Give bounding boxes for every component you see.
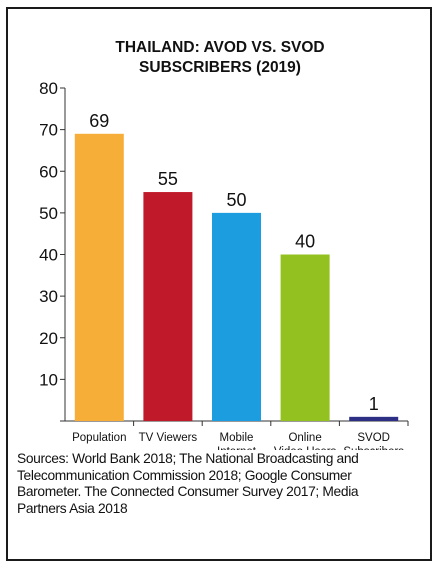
bar-0	[74, 133, 124, 421]
y-tick-label: 50	[39, 204, 58, 223]
category-label: Mobile	[220, 432, 254, 444]
data-label: 50	[226, 190, 246, 210]
bar-4	[349, 416, 399, 421]
chart-title-line-2: SUBSCRIBERS (2019)	[139, 59, 301, 76]
bar-1	[143, 192, 193, 421]
y-tick-label: 40	[39, 246, 58, 265]
data-labels: 69 55 50 40 1	[89, 111, 378, 414]
sources-line: Telecommunication Commission 2018; Googl…	[17, 467, 352, 483]
category-label: Internet	[217, 446, 257, 450]
data-label: 69	[89, 111, 109, 131]
category-label: Online	[288, 432, 321, 444]
bar-3	[280, 254, 330, 421]
bar-2	[212, 212, 261, 421]
data-label: 1	[369, 394, 379, 414]
bars	[74, 133, 399, 421]
y-tick-label: 20	[39, 329, 58, 348]
sources-note: Sources: World Bank 2018; The National B…	[17, 451, 427, 517]
data-label: 55	[158, 169, 178, 189]
y-tick-label: 80	[39, 79, 58, 98]
category-label: TV Viewers	[139, 432, 198, 444]
y-tick-label: 10	[39, 370, 58, 389]
category-labels: Population TV Viewers Mobile Internet Online…	[72, 432, 404, 450]
category-label: Subscribers	[343, 446, 404, 450]
category-label: Population	[72, 432, 126, 444]
y-tick-label: 60	[39, 162, 58, 181]
category-label: SVOD	[357, 432, 390, 444]
bar-chart: THAILAND: AVOD VS. SVOD SUBSCRIBERS (201…	[39, 39, 409, 450]
sources-line: Barometer. The Connected Consumer Survey…	[17, 484, 359, 499]
y-tick-label: 70	[39, 121, 58, 140]
sources-line: Sources: World Bank 2018; The National B…	[17, 451, 359, 466]
y-tick-label: 30	[39, 287, 58, 306]
sources-line: Partners Asia 2018	[17, 500, 128, 516]
category-label: Video Users	[274, 446, 337, 450]
data-label: 40	[295, 232, 315, 252]
chart-title-line-1: THAILAND: AVOD VS. SVOD	[115, 39, 324, 56]
